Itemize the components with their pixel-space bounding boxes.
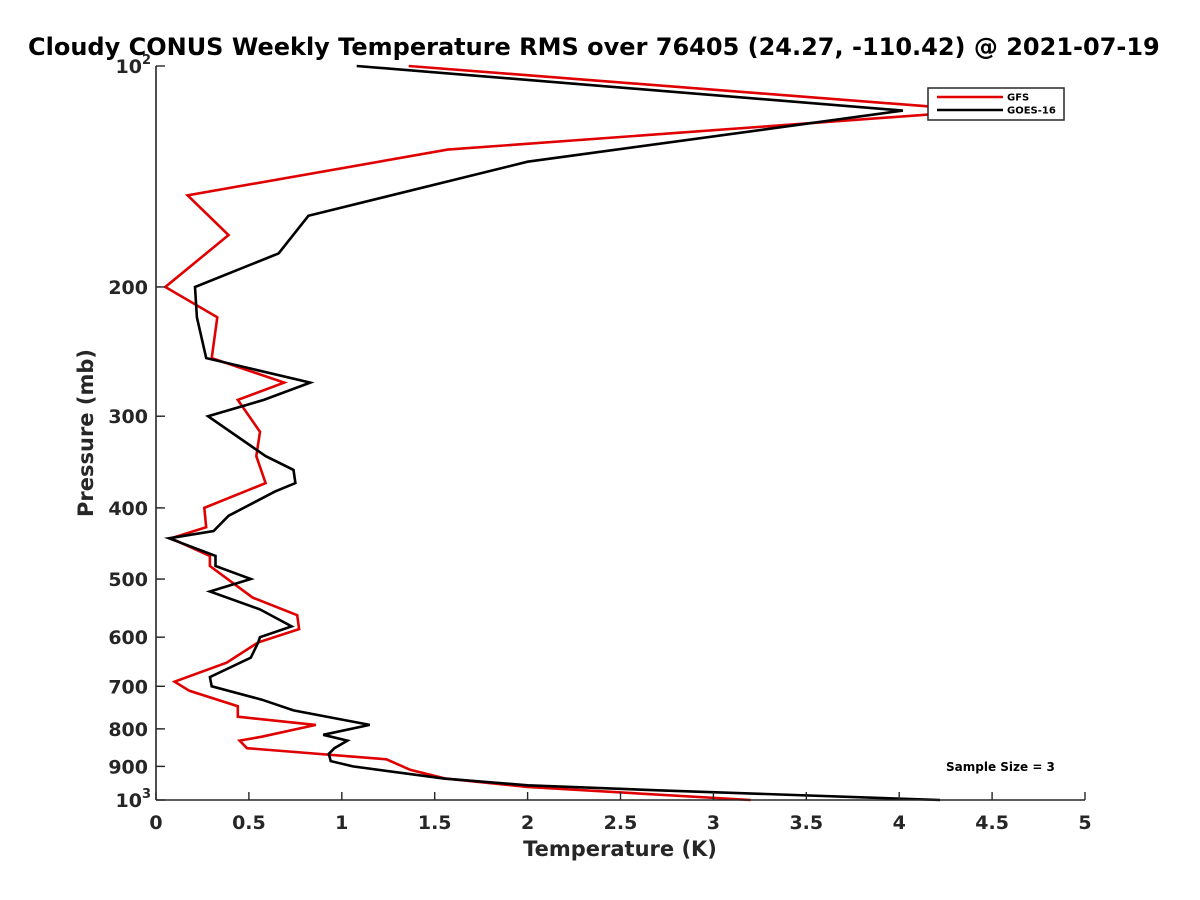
x-tick-label: 3.5 xyxy=(789,812,823,834)
ticks-layer: 0 0.5 1 1.5 2 2.5 3 3.5 4 4.5 510 22003004005006007… xyxy=(108,53,1091,834)
y-axis-label: Pressure (mb) xyxy=(74,349,98,517)
legend-label-goes16: GOES-16 xyxy=(1007,106,1056,117)
y-tick-exponent: 2 xyxy=(142,53,151,68)
x-tick-label: 0 xyxy=(149,812,162,834)
y-tick-exponent: 3 xyxy=(142,787,151,802)
x-tick-label: 2.5 xyxy=(604,812,638,834)
series-line-gfs xyxy=(163,64,983,802)
legend-label-gfs: GFS xyxy=(1007,93,1029,104)
y-tick-label: 500 xyxy=(108,569,148,591)
sample-size-annotation: Sample Size = 3 xyxy=(946,760,1055,774)
y-tick-label: 700 xyxy=(108,676,148,698)
y-tick-label: 200 xyxy=(108,277,148,299)
x-tick-label: 5 xyxy=(1078,812,1091,834)
y-tick-label: 800 xyxy=(108,719,148,741)
plot-area xyxy=(156,66,1085,800)
x-tick-label: 1.5 xyxy=(418,812,452,834)
x-axis-label: Temperature (K) xyxy=(523,837,717,861)
series-line-goes16 xyxy=(164,64,941,802)
y-tick-label: 300 xyxy=(108,406,148,428)
x-tick-label: 2 xyxy=(521,812,534,834)
x-tick-label: 4.5 xyxy=(975,812,1009,834)
x-tick-label: 4 xyxy=(893,812,906,834)
legend: GFS GOES-16 xyxy=(927,87,1065,121)
y-tick-label: 600 xyxy=(108,627,148,649)
y-tick-label: 10 xyxy=(116,790,142,812)
chart-title: Cloudy CONUS Weekly Temperature RMS over… xyxy=(28,33,1160,61)
y-tick-label: 900 xyxy=(108,756,148,778)
x-tick-label: 0.5 xyxy=(232,812,266,834)
x-tick-label: 3 xyxy=(707,812,720,834)
x-tick-label: 1 xyxy=(335,812,348,834)
legend-box xyxy=(927,87,1065,121)
y-tick-label: 10 xyxy=(116,56,142,78)
series-layer xyxy=(163,64,983,802)
y-tick-label: 400 xyxy=(108,498,148,520)
